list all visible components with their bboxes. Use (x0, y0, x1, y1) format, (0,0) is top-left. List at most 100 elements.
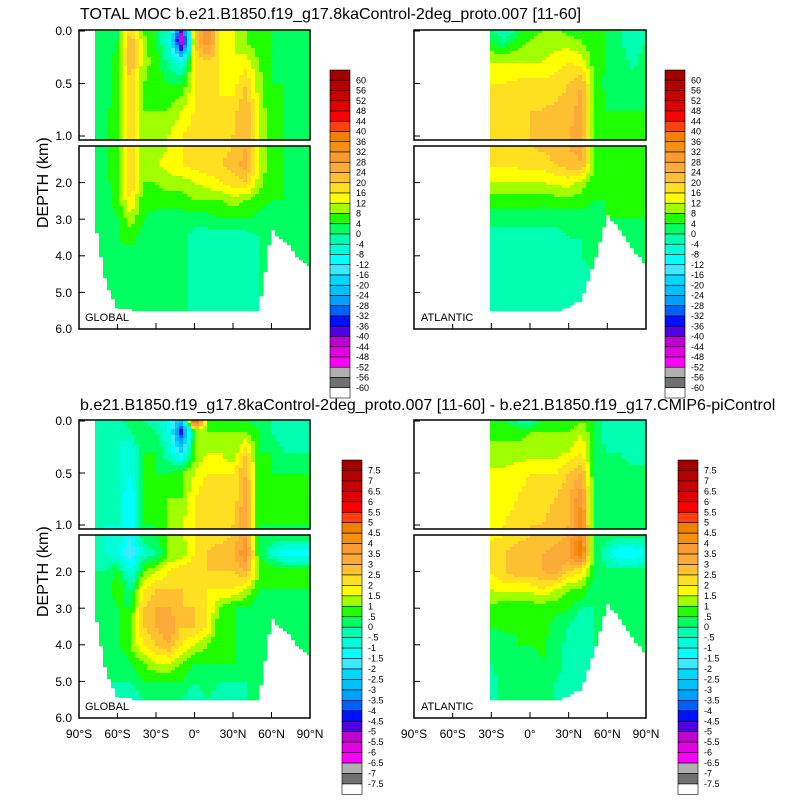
contour-cell (187, 302, 192, 306)
contour-cell (135, 236, 140, 240)
contour-cell (127, 176, 132, 180)
contour-cell (251, 60, 256, 64)
contour-cell (139, 221, 144, 225)
contour-cell (219, 78, 224, 82)
contour-cell (171, 281, 176, 285)
contour-cell (111, 236, 116, 240)
contour-cell (295, 81, 300, 85)
contour-cell (287, 51, 292, 55)
contour-cell (175, 305, 180, 309)
contour-cell (203, 33, 208, 37)
contour-cell (530, 48, 535, 52)
contour-cell (167, 224, 172, 228)
contour-cell (159, 176, 164, 180)
contour-cell (582, 48, 587, 52)
contour-cell (99, 239, 104, 243)
contour-cell (163, 36, 168, 40)
contour-cell (550, 48, 555, 52)
contour-cell (259, 170, 264, 174)
contour-cell (207, 308, 212, 312)
contour-cell (107, 111, 112, 115)
contour-cell (303, 233, 308, 237)
contour-cell (303, 99, 308, 103)
contour-cell (111, 158, 116, 162)
contour-cell (115, 161, 120, 165)
contour-cell (199, 57, 204, 61)
contour-cell (307, 230, 311, 234)
contour-cell (151, 242, 156, 246)
contour-cell (227, 227, 232, 231)
contour-cell (147, 251, 152, 255)
contour-cell (119, 296, 124, 300)
contour-cell (123, 158, 128, 162)
contour-cell (135, 260, 140, 264)
contour-cell (307, 30, 311, 34)
contour-cell (223, 173, 228, 177)
contour-cell (271, 99, 276, 103)
contour-cell (207, 242, 212, 246)
contour-cell (239, 66, 244, 70)
contour-cell (183, 126, 188, 130)
contour-cell (307, 212, 311, 216)
contour-cell (167, 251, 172, 255)
contour-cell (179, 293, 184, 297)
contour-cell (279, 146, 284, 150)
contour-cell (195, 275, 200, 279)
contour-cell (195, 120, 200, 124)
contour-cell (107, 284, 112, 288)
contour-cell (123, 185, 128, 189)
contour-cell (239, 155, 244, 159)
contour-cell (147, 149, 152, 153)
contour-cell (299, 257, 304, 261)
contour-cell (231, 299, 236, 303)
contour-cell (295, 173, 300, 177)
contour-cell (99, 179, 104, 183)
contour-cell (283, 239, 288, 243)
contour-cell (199, 272, 204, 276)
contour-cell (267, 179, 272, 183)
contour-cell (243, 114, 248, 118)
contour-cell (239, 269, 244, 273)
contour-cell (143, 257, 148, 261)
contour-cell (271, 191, 276, 195)
contour-cell (183, 248, 188, 252)
colorbar-box (329, 172, 351, 184)
contour-cell (271, 227, 276, 231)
contour-cell (590, 48, 595, 52)
contour-cell (195, 164, 200, 168)
contour-cell (135, 75, 140, 79)
contour-cell (119, 227, 124, 231)
contour-cell (279, 149, 284, 153)
contour-cell (271, 75, 276, 79)
contour-cell (263, 248, 268, 252)
contour-cell (171, 69, 176, 73)
contour-cell (299, 233, 304, 237)
contour-cell (263, 57, 268, 61)
contour-cell (147, 39, 152, 43)
contour-cell (155, 33, 160, 37)
contour-cell (247, 155, 252, 159)
contour-cell (123, 260, 128, 264)
contour-cell (139, 200, 144, 204)
colorbar-box (329, 79, 351, 91)
contour-cell (291, 72, 296, 76)
contour-cell (119, 69, 124, 73)
contour-cell (231, 176, 236, 180)
contour-cell (191, 158, 196, 162)
contour-cell (111, 293, 116, 297)
contour-cell (151, 164, 156, 168)
contour-cell (171, 33, 176, 37)
contour-cell (275, 102, 280, 106)
contour-cell (263, 117, 268, 121)
contour-cell (235, 233, 240, 237)
contour-cell (263, 81, 268, 85)
contour-cell (227, 120, 232, 124)
contour-cell (259, 179, 264, 183)
contour-cell (199, 221, 204, 225)
contour-cell (259, 254, 264, 258)
contour-cell (147, 48, 152, 52)
contour-cell (287, 135, 292, 139)
contour-cell (275, 221, 280, 225)
contour-cell (203, 293, 208, 297)
contour-cell (207, 176, 212, 180)
